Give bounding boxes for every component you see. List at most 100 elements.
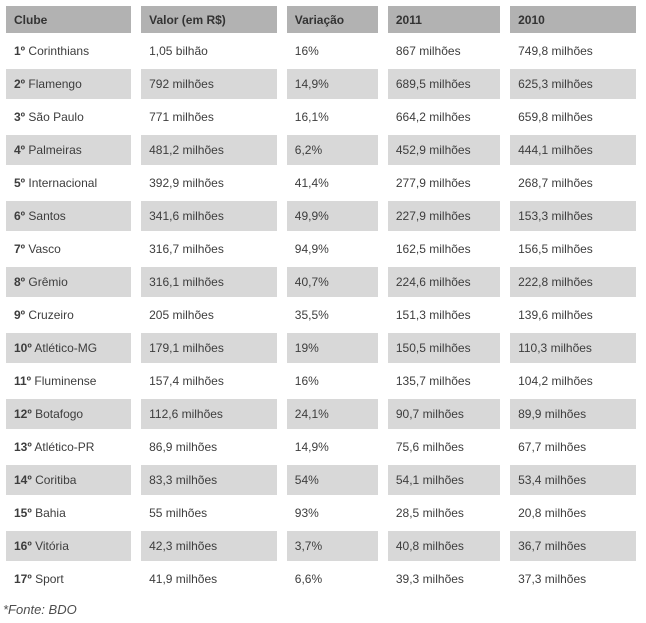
value-2010-cell: 444,1 milhões xyxy=(510,135,636,165)
variacao-cell: 6,2% xyxy=(286,135,378,165)
variacao-cell: 19% xyxy=(286,333,378,363)
variacao-cell: 93% xyxy=(286,498,378,528)
variacao-cell: 16,1% xyxy=(286,102,378,132)
variacao-cell: 14,9% xyxy=(286,69,378,99)
value-2010-cell: 104,2 milhões xyxy=(510,366,636,396)
value-2010-cell: 89,9 milhões xyxy=(510,399,636,429)
valor-cell: 341,6 milhões xyxy=(141,201,277,231)
rank-label: 9º xyxy=(14,308,26,322)
value-2011-cell: 277,9 milhões xyxy=(387,168,501,198)
value-2010-cell: 37,3 milhões xyxy=(510,564,636,594)
col-header-2010: 2010 xyxy=(510,6,636,33)
rank-label: 3º xyxy=(14,110,26,124)
value-2011-cell: 452,9 milhões xyxy=(387,135,501,165)
rank-label: 1º xyxy=(14,44,26,58)
value-2011-cell: 151,3 milhões xyxy=(387,300,501,330)
table-row: 3º São Paulo 771 milhões 16,1% 664,2 milhõe… xyxy=(6,102,636,132)
club-cell: 4º Palmeiras xyxy=(6,135,132,165)
valor-cell: 86,9 milhões xyxy=(141,432,277,462)
value-2010-cell: 156,5 milhões xyxy=(510,234,636,264)
valor-cell: 42,3 milhões xyxy=(141,531,277,561)
header-row: Clube Valor (em R$) Variação 2011 2010 xyxy=(6,6,636,33)
club-cell: 6º Santos xyxy=(6,201,132,231)
rank-label: 2º xyxy=(14,77,26,91)
value-2010-cell: 153,3 milhões xyxy=(510,201,636,231)
valor-cell: 157,4 milhões xyxy=(141,366,277,396)
value-2011-cell: 150,5 milhões xyxy=(387,333,501,363)
value-2011-cell: 39,3 milhões xyxy=(387,564,501,594)
valor-cell: 792 milhões xyxy=(141,69,277,99)
club-cell: 17º Sport xyxy=(6,564,132,594)
valor-cell: 179,1 milhões xyxy=(141,333,277,363)
col-header-2011: 2011 xyxy=(387,6,501,33)
value-2010-cell: 67,7 milhões xyxy=(510,432,636,462)
table-row: 10º Atlético-MG 179,1 milhões 19% 150,5 mil… xyxy=(6,333,636,363)
valor-cell: 481,2 milhões xyxy=(141,135,277,165)
club-cell: 15º Bahia xyxy=(6,498,132,528)
value-2010-cell: 139,6 milhões xyxy=(510,300,636,330)
value-2010-cell: 625,3 milhões xyxy=(510,69,636,99)
col-header-variacao: Variação xyxy=(286,6,378,33)
value-2010-cell: 749,8 milhões xyxy=(510,36,636,66)
valor-cell: 392,9 milhões xyxy=(141,168,277,198)
table-row: 11º Fluminense 157,4 milhões 16% 135,7 milh… xyxy=(6,366,636,396)
value-2010-cell: 20,8 milhões xyxy=(510,498,636,528)
variacao-cell: 6,6% xyxy=(286,564,378,594)
club-cell: 9º Cruzeiro xyxy=(6,300,132,330)
rank-label: 12º xyxy=(14,407,32,421)
rank-label: 17º xyxy=(14,572,32,586)
rank-label: 16º xyxy=(14,539,32,553)
table-row: 7º Vasco 316,7 milhões 94,9% 162,5 milhões 1… xyxy=(6,234,636,264)
table-row: 17º Sport 41,9 milhões 6,6% 39,3 milhões 37,… xyxy=(6,564,636,594)
valor-cell: 205 milhões xyxy=(141,300,277,330)
valor-cell: 83,3 milhões xyxy=(141,465,277,495)
value-2010-cell: 268,7 milhões xyxy=(510,168,636,198)
value-2011-cell: 689,5 milhões xyxy=(387,69,501,99)
club-cell: 7º Vasco xyxy=(6,234,132,264)
value-2010-cell: 53,4 milhões xyxy=(510,465,636,495)
source-footnote: *Fonte: BDO xyxy=(3,602,77,617)
rank-label: 5º xyxy=(14,176,26,190)
club-cell: 16º Vitória xyxy=(6,531,132,561)
value-2011-cell: 54,1 milhões xyxy=(387,465,501,495)
value-2011-cell: 90,7 milhões xyxy=(387,399,501,429)
variacao-cell: 16% xyxy=(286,366,378,396)
value-2010-cell: 222,8 milhões xyxy=(510,267,636,297)
variacao-cell: 35,5% xyxy=(286,300,378,330)
club-cell: 8º Grêmio xyxy=(6,267,132,297)
value-2011-cell: 224,6 milhões xyxy=(387,267,501,297)
rank-label: 8º xyxy=(14,275,26,289)
table-row: 13º Atlético-PR 86,9 milhões 14,9% 75,6 mil… xyxy=(6,432,636,462)
valor-cell: 316,1 milhões xyxy=(141,267,277,297)
value-2011-cell: 75,6 milhões xyxy=(387,432,501,462)
valor-cell: 112,6 milhões xyxy=(141,399,277,429)
table-row: 1º Corinthians 1,05 bilhão 16% 867 milhões 7… xyxy=(6,36,636,66)
table-row: 15º Bahia 55 milhões 93% 28,5 milhões 20,8 m… xyxy=(6,498,636,528)
table-row: 9º Cruzeiro 205 milhões 35,5% 151,3 milhões… xyxy=(6,300,636,330)
club-cell: 3º São Paulo xyxy=(6,102,132,132)
variacao-cell: 3,7% xyxy=(286,531,378,561)
variacao-cell: 14,9% xyxy=(286,432,378,462)
club-cell: 11º Fluminense xyxy=(6,366,132,396)
table-row: 6º Santos 341,6 milhões 49,9% 227,9 milhões… xyxy=(6,201,636,231)
club-values-table: Clube Valor (em R$) Variação 2011 2010 1… xyxy=(0,3,646,597)
table-row: 14º Coritiba 83,3 milhões 54% 54,1 milhões 5… xyxy=(6,465,636,495)
rank-label: 13º xyxy=(14,440,32,454)
valor-cell: 771 milhões xyxy=(141,102,277,132)
col-header-valor: Valor (em R$) xyxy=(141,6,277,33)
value-2011-cell: 227,9 milhões xyxy=(387,201,501,231)
value-2010-cell: 110,3 milhões xyxy=(510,333,636,363)
value-2011-cell: 135,7 milhões xyxy=(387,366,501,396)
table-row: 8º Grêmio 316,1 milhões 40,7% 224,6 milhões… xyxy=(6,267,636,297)
col-header-clube: Clube xyxy=(6,6,132,33)
rank-label: 7º xyxy=(14,242,26,256)
club-cell: 14º Coritiba xyxy=(6,465,132,495)
variacao-cell: 41,4% xyxy=(286,168,378,198)
value-2011-cell: 40,8 milhões xyxy=(387,531,501,561)
variacao-cell: 49,9% xyxy=(286,201,378,231)
value-2011-cell: 28,5 milhões xyxy=(387,498,501,528)
variacao-cell: 24,1% xyxy=(286,399,378,429)
table-row: 4º Palmeiras 481,2 milhões 6,2% 452,9 milhõ… xyxy=(6,135,636,165)
club-cell: 1º Corinthians xyxy=(6,36,132,66)
variacao-cell: 40,7% xyxy=(286,267,378,297)
